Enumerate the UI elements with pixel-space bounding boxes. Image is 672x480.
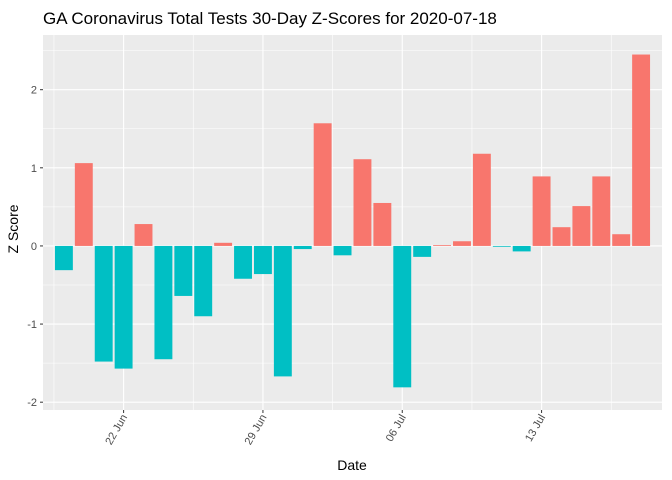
plot-panel	[43, 35, 662, 410]
x-tick-label: 29 Jun	[243, 413, 270, 448]
y-tick-label: -2	[27, 397, 37, 409]
bar	[512, 245, 531, 252]
bar	[114, 245, 133, 369]
bar	[353, 159, 372, 246]
bar	[592, 176, 611, 246]
x-tick-label: 06 Jul	[384, 413, 409, 444]
bar	[492, 245, 511, 247]
bar	[393, 245, 412, 388]
y-axis-title: Z Score	[5, 204, 21, 253]
x-axis: 22 Jun 29 Jun 06 Jul 13 Jul	[103, 410, 548, 447]
bar	[234, 245, 252, 279]
bar	[253, 245, 272, 275]
bar	[532, 176, 551, 246]
x-axis-title: Date	[337, 457, 367, 473]
bar	[612, 234, 631, 246]
bar	[154, 245, 173, 360]
y-tick-label: 0	[31, 241, 37, 253]
x-tick-label: 22 Jun	[103, 413, 130, 448]
x-tick-label: 13 Jul	[523, 413, 548, 444]
chart-title: GA Coronavirus Total Tests 30-Day Z-Scor…	[43, 9, 497, 28]
y-tick-label: 1	[31, 163, 37, 175]
bar	[333, 245, 352, 256]
y-axis: -2 -1 0 1 2	[27, 85, 43, 409]
bar	[134, 224, 153, 246]
bar	[54, 245, 73, 271]
bar	[632, 54, 651, 246]
bar	[373, 202, 392, 246]
bar	[413, 245, 432, 257]
bar	[214, 242, 233, 246]
bar	[572, 206, 591, 246]
bar	[174, 245, 193, 296]
bar	[313, 123, 332, 246]
y-tick-label: 2	[31, 85, 37, 97]
bars	[54, 54, 651, 388]
bar	[433, 245, 452, 246]
bar	[293, 245, 312, 250]
bar	[552, 227, 571, 246]
bar	[453, 241, 471, 246]
grid-minor	[43, 35, 662, 410]
bar	[74, 163, 93, 246]
bar	[194, 245, 213, 317]
bar	[273, 245, 292, 377]
bar	[472, 153, 491, 246]
bar	[94, 245, 113, 362]
y-tick-label: -1	[27, 319, 37, 331]
